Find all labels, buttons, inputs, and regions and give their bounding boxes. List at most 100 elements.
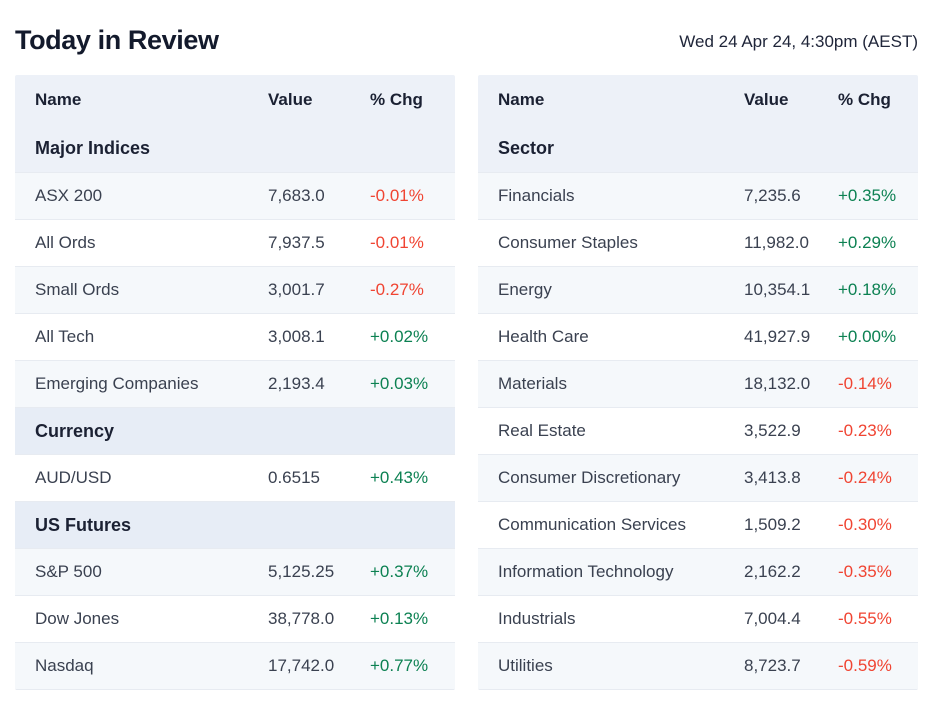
row-chg: -0.55% bbox=[838, 609, 892, 628]
table-row-s-p-500: S&P 500 5,125.25 +0.37% bbox=[15, 548, 455, 595]
row-name: Energy bbox=[498, 280, 552, 299]
row-chg: -0.27% bbox=[370, 280, 424, 299]
row-name: Industrials bbox=[498, 609, 576, 628]
table-row-financials: Financials 7,235.6 +0.35% bbox=[478, 172, 918, 219]
row-chg: -0.23% bbox=[838, 421, 892, 440]
section-label: Sector bbox=[498, 138, 555, 158]
column-header-chg: % Chg bbox=[838, 90, 891, 109]
row-chg: +0.02% bbox=[370, 327, 429, 346]
row-chg: -0.01% bbox=[370, 186, 424, 205]
market-table-left: Name Value % Chg Major Indices ASX 200 7,683.… bbox=[15, 75, 455, 690]
table-row-consumer-discretionary: Consumer Discretionary 3,413.8 -0.24% bbox=[478, 454, 918, 501]
row-chg: +0.77% bbox=[370, 656, 429, 675]
row-value: 41,927.9 bbox=[744, 327, 811, 346]
table-row-aud-usd: AUD/USD 0.6515 +0.43% bbox=[15, 454, 455, 501]
row-chg: +0.03% bbox=[370, 374, 429, 393]
row-value: 2,193.4 bbox=[268, 374, 325, 393]
row-value: 18,132.0 bbox=[744, 374, 811, 393]
section-header-us-futures: US Futures bbox=[15, 501, 455, 548]
row-name: Dow Jones bbox=[35, 609, 120, 628]
row-name: ASX 200 bbox=[35, 186, 103, 205]
row-name: Small Ords bbox=[35, 280, 120, 299]
row-value: 8,723.7 bbox=[744, 656, 801, 675]
table-row-small-ords: Small Ords 3,001.7 -0.27% bbox=[15, 266, 455, 313]
row-value: 38,778.0 bbox=[268, 609, 335, 628]
row-name: Nasdaq bbox=[35, 656, 94, 675]
row-value: 7,004.4 bbox=[744, 609, 801, 628]
row-name: Communication Services bbox=[498, 515, 687, 534]
row-name: Consumer Discretionary bbox=[498, 468, 681, 487]
row-value: 10,354.1 bbox=[744, 280, 811, 299]
row-chg: -0.30% bbox=[838, 515, 892, 534]
page-header: Today in Review Wed 24 Apr 24, 4:30pm (A… bbox=[15, 24, 918, 56]
row-value: 1,509.2 bbox=[744, 515, 801, 534]
column-header-name: Name bbox=[35, 90, 82, 109]
row-value: 0.6515 bbox=[268, 468, 320, 487]
row-name: Emerging Companies bbox=[35, 374, 199, 393]
row-value: 3,008.1 bbox=[268, 327, 325, 346]
row-chg: +0.35% bbox=[838, 186, 897, 205]
row-value: 5,125.25 bbox=[268, 562, 335, 581]
table-row-energy: Energy 10,354.1 +0.18% bbox=[478, 266, 918, 313]
section-label: US Futures bbox=[35, 514, 132, 535]
row-name: Health Care bbox=[498, 327, 589, 346]
table-row-asx-200: ASX 200 7,683.0 -0.01% bbox=[15, 172, 455, 219]
row-chg: -0.59% bbox=[838, 656, 892, 675]
table-row-real-estate: Real Estate 3,522.9 -0.23% bbox=[478, 407, 918, 454]
row-value: 7,683.0 bbox=[268, 186, 325, 205]
row-chg: -0.24% bbox=[838, 468, 892, 487]
column-header-value: Value bbox=[268, 90, 313, 109]
table-row-all-ords: All Ords 7,937.5 -0.01% bbox=[15, 219, 455, 266]
row-name: Real Estate bbox=[498, 421, 586, 440]
row-chg: +0.43% bbox=[370, 468, 429, 487]
table-row-materials: Materials 18,132.0 -0.14% bbox=[478, 360, 918, 407]
row-chg: +0.13% bbox=[370, 609, 429, 628]
row-chg: -0.01% bbox=[370, 233, 424, 252]
table-row-dow-jones: Dow Jones 38,778.0 +0.13% bbox=[15, 595, 455, 642]
row-value: 7,235.6 bbox=[744, 186, 801, 205]
table-row-communication-services: Communication Services 1,509.2 -0.30% bbox=[478, 501, 918, 548]
table-row-health-care: Health Care 41,927.9 +0.00% bbox=[478, 313, 918, 360]
column-header-chg: % Chg bbox=[370, 90, 423, 109]
row-chg: +0.29% bbox=[838, 233, 897, 252]
section-label: Currency bbox=[35, 420, 115, 441]
row-name: Materials bbox=[498, 374, 567, 393]
row-value: 7,937.5 bbox=[268, 233, 325, 252]
section-label: Major Indices bbox=[35, 138, 151, 158]
row-name: Information Technology bbox=[498, 562, 674, 581]
row-chg: +0.00% bbox=[838, 327, 897, 346]
row-name: Consumer Staples bbox=[498, 233, 638, 252]
row-chg: -0.14% bbox=[838, 374, 892, 393]
table-row-utilities: Utilities 8,723.7 -0.59% bbox=[478, 642, 918, 689]
row-chg: -0.35% bbox=[838, 562, 892, 581]
row-name: S&P 500 bbox=[35, 562, 102, 581]
column-header-value: Value bbox=[744, 90, 789, 109]
tables-container: Name Value % Chg Major Indices ASX 200 7,683.… bbox=[15, 75, 918, 690]
section-header-major-indices: Major Indices bbox=[15, 125, 455, 172]
table-row-consumer-staples: Consumer Staples 11,982.0 +0.29% bbox=[478, 219, 918, 266]
table-row-all-tech: All Tech 3,008.1 +0.02% bbox=[15, 313, 455, 360]
row-name: Utilities bbox=[498, 656, 553, 675]
row-name: AUD/USD bbox=[35, 468, 112, 487]
table-row-emerging-companies: Emerging Companies 2,193.4 +0.03% bbox=[15, 360, 455, 407]
row-value: 17,742.0 bbox=[268, 656, 335, 675]
row-value: 3,001.7 bbox=[268, 280, 325, 299]
market-table-right: Name Value % Chg Sector Financials 7,235.6 +0.… bbox=[478, 75, 918, 690]
row-chg: +0.37% bbox=[370, 562, 429, 581]
column-header-name: Name bbox=[498, 90, 545, 109]
table-row-nasdaq: Nasdaq 17,742.0 +0.77% bbox=[15, 642, 455, 689]
table-row-industrials: Industrials 7,004.4 -0.55% bbox=[478, 595, 918, 642]
row-value: 11,982.0 bbox=[744, 233, 809, 252]
section-header-sector: Sector bbox=[478, 125, 918, 172]
row-chg: +0.18% bbox=[838, 280, 897, 299]
row-name: All Ords bbox=[35, 233, 96, 252]
column-header-row: Name Value % Chg bbox=[15, 75, 455, 125]
row-value: 3,522.9 bbox=[744, 421, 801, 440]
timestamp: Wed 24 Apr 24, 4:30pm (AEST) bbox=[679, 32, 918, 51]
row-value: 3,413.8 bbox=[744, 468, 801, 487]
row-name: Financials bbox=[498, 186, 575, 205]
column-header-row: Name Value % Chg bbox=[478, 75, 918, 125]
section-header-currency: Currency bbox=[15, 407, 455, 454]
row-name: All Tech bbox=[35, 327, 95, 346]
page-title: Today in Review bbox=[15, 25, 219, 55]
